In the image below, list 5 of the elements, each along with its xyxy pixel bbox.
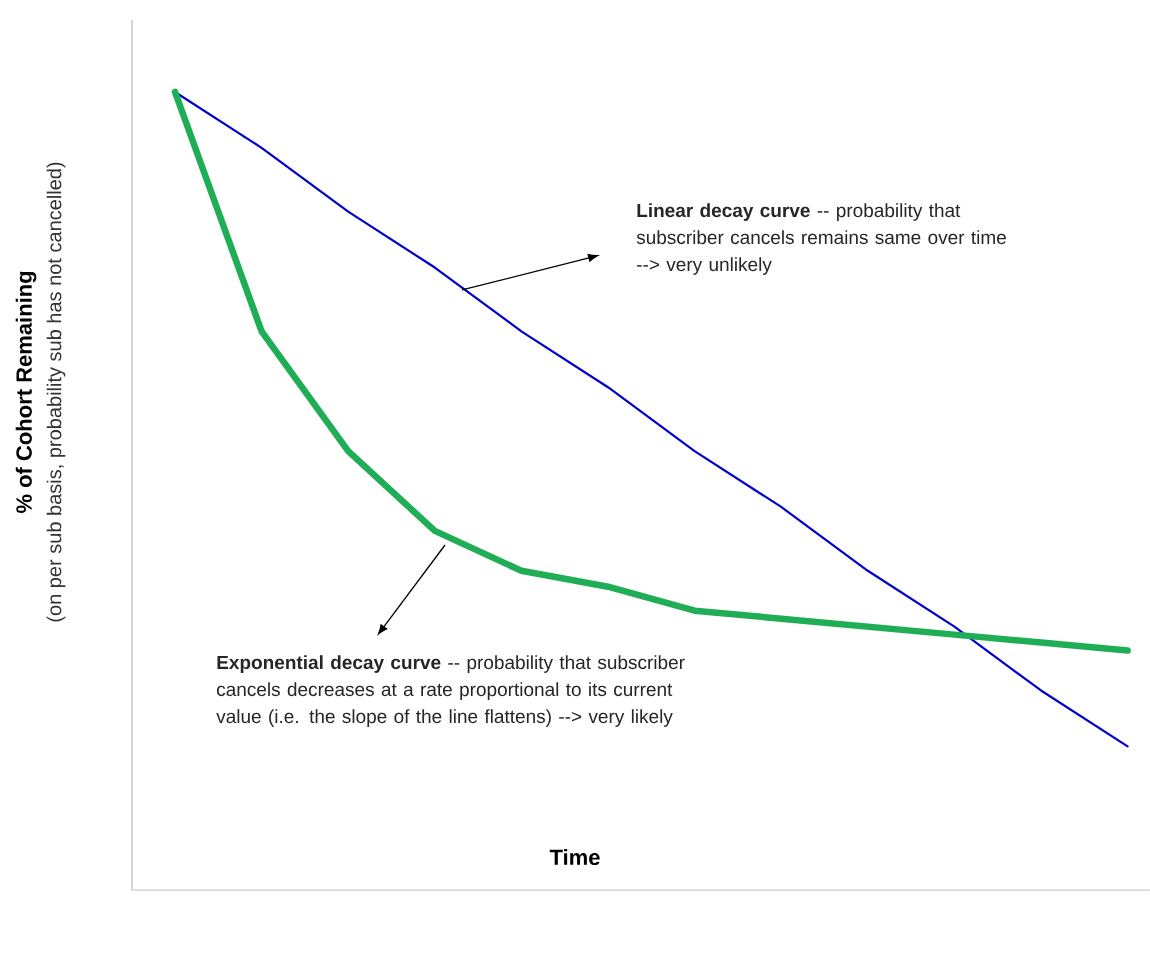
x-axis-title: Time xyxy=(549,848,600,866)
annotation: Linear decay curve -- probability that subscriber cancels remains same over time --> very unlikely xyxy=(636,203,1006,275)
annotation: Exponential decay curve -- probability that subscriber cancels decreases at a rate proportional to its current value (i.e. the slope of the line flattens) --> very likely xyxy=(216,655,685,727)
text: (on per sub basis, probability sub has not cancelled) xyxy=(46,162,66,622)
y-axis-title: % of Cohort Remaining xyxy=(15,271,37,514)
